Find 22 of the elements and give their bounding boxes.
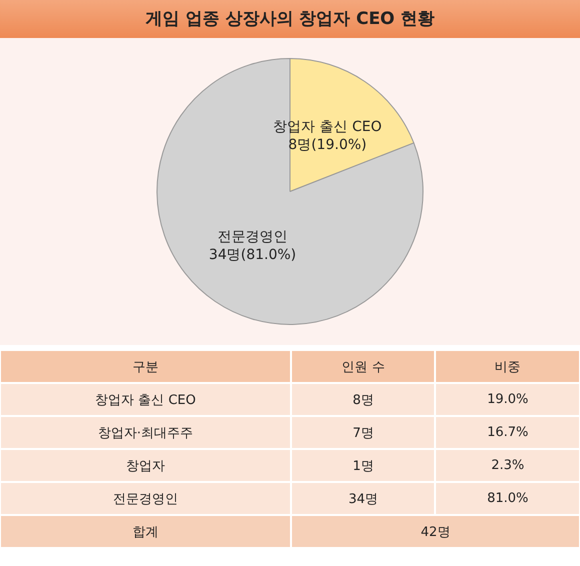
- text: 1명: [291, 449, 436, 482]
- text: 창업자: [0, 449, 291, 482]
- text: 창업자·최대주주: [0, 416, 291, 449]
- text: 합계: [0, 515, 291, 548]
- text: 전문경영인: [0, 482, 291, 515]
- text: 비중: [435, 350, 580, 383]
- text: 19.0%: [435, 383, 580, 416]
- text: 구분: [0, 350, 291, 383]
- data-label: 8명(19.0%): [288, 137, 367, 154]
- text: 8명: [291, 383, 436, 416]
- text: 2.3%: [435, 449, 580, 482]
- slice-label: 창업자 출신 CEO: [273, 119, 382, 136]
- text: 창업자 출신 CEO: [0, 383, 291, 416]
- text: 34명: [291, 482, 436, 515]
- text: 42명: [291, 515, 580, 548]
- text: 81.0%: [435, 482, 580, 515]
- text: 16.7%: [435, 416, 580, 449]
- data-label: 34명(81.0%): [208, 247, 296, 264]
- chart-title: 게임 업종 상장사의 창업자 CEO 현황: [0, 0, 580, 38]
- slice-label: 전문경영인: [218, 229, 288, 246]
- text: 7명: [291, 416, 436, 449]
- text: 인원 수: [291, 350, 436, 383]
